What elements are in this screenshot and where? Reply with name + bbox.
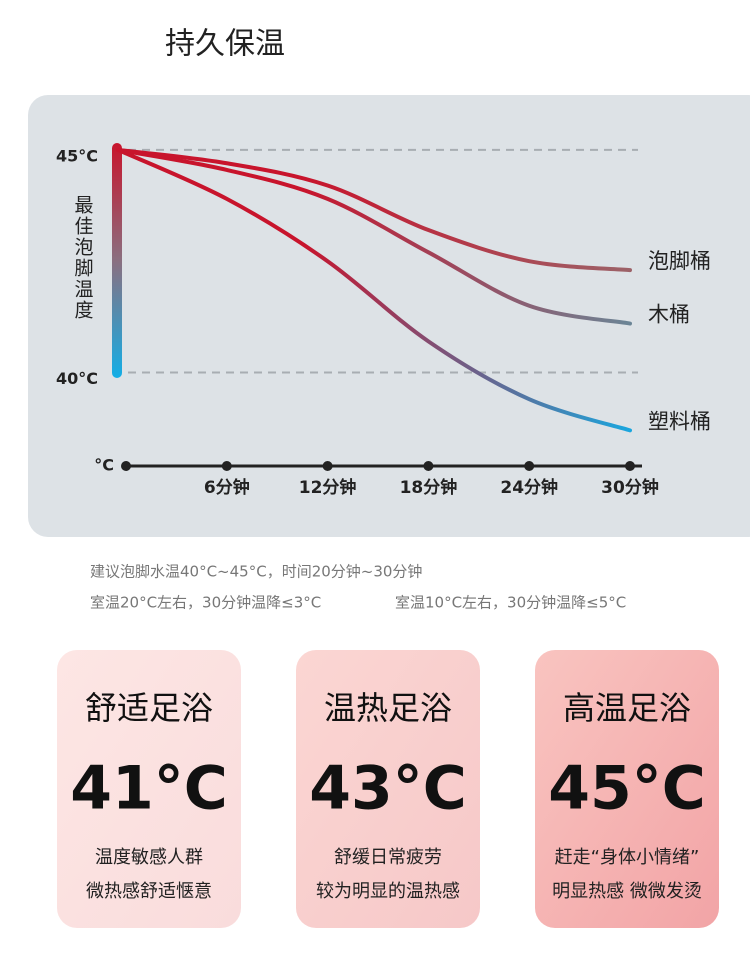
y-tick-label: 45°C: [56, 146, 98, 165]
note-text: 建议泡脚水温40°C~45°C，时间20分钟~30分钟: [90, 563, 422, 581]
y-tick-label: 40°C: [56, 369, 98, 388]
x-tick-label: 24分钟: [500, 477, 558, 498]
x-tick-dot: [322, 461, 333, 471]
card-title: 温热足浴: [324, 689, 452, 727]
x-tick-dot: [221, 461, 232, 471]
y-axis-bar: [112, 143, 122, 378]
card-temp: 43°C: [309, 754, 467, 824]
series-label: 泡脚桶: [648, 249, 711, 273]
chart-panel: [28, 95, 750, 537]
card-temp: 41°C: [70, 754, 228, 824]
note-text: 室温20°C左右，30分钟温降≤3°C: [90, 594, 321, 612]
card-line: 赶走“身体小情绪”: [555, 847, 700, 868]
x-tick-label: 12分钟: [299, 477, 357, 498]
x-tick-dot: [524, 461, 535, 471]
series-label: 木桶: [648, 303, 690, 327]
card: [57, 650, 241, 928]
page-title: 持久保温: [165, 27, 285, 62]
x-tick-label: 18分钟: [400, 477, 458, 498]
card-temp: 45°C: [548, 754, 706, 824]
axis-unit-label: °C: [94, 456, 114, 475]
series-line: [116, 147, 632, 433]
card-title: 高温足浴: [563, 689, 691, 727]
card: [296, 650, 480, 928]
series-line: [116, 147, 632, 326]
card-line: 微热感舒适惬意: [86, 881, 212, 902]
x-tick-dot: [625, 461, 635, 471]
x-tick-label: 30分钟: [601, 477, 659, 498]
x-tick-label: 6分钟: [204, 477, 250, 498]
card-line: 较为明显的温热感: [316, 881, 460, 902]
note-text: 室温10°C左右，30分钟温降≤5°C: [395, 594, 626, 612]
x-tick-dot: [423, 461, 434, 471]
card-line: 温度敏感人群: [95, 847, 203, 868]
y-axis-label: 最佳泡脚温度: [72, 195, 94, 321]
card-line: 明显热感 微微发烫: [552, 881, 702, 902]
series-line: [116, 147, 632, 273]
card-line: 舒缓日常疲劳: [334, 847, 442, 868]
series-label: 塑料桶: [648, 409, 711, 433]
x-tick-dot: [121, 461, 131, 471]
card-title: 舒适足浴: [85, 689, 213, 727]
card: [535, 650, 719, 928]
